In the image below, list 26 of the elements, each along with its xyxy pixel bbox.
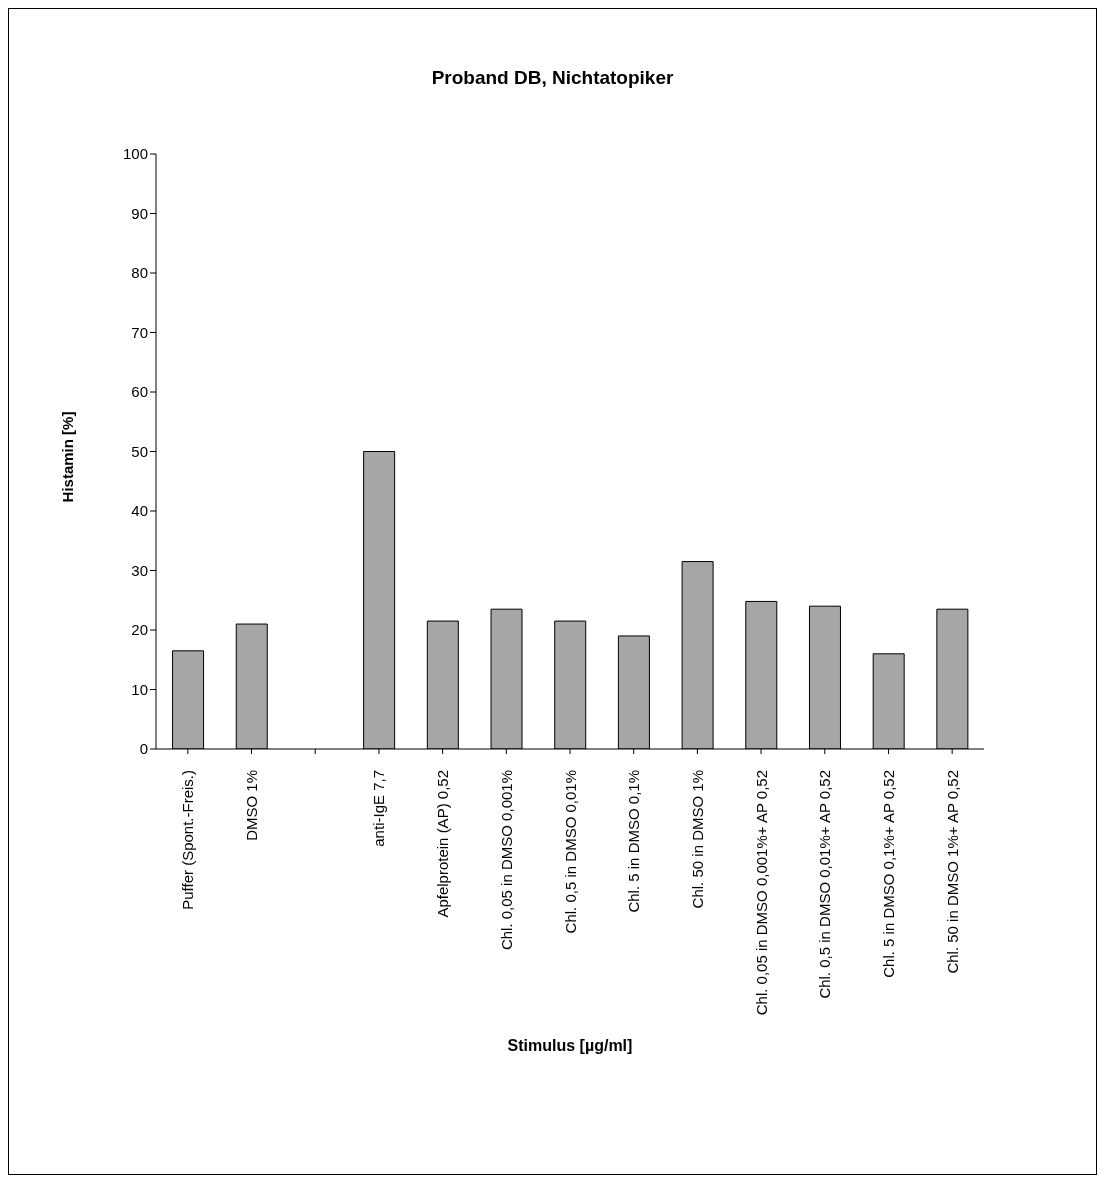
x-tick-label: Chl. 0,05 in DMSO 0,001%+ AP 0,52 [752, 770, 770, 1016]
x-tick-label: anti-IgE 7,7 [370, 770, 388, 847]
x-axis-title: Stimulus [µg/ml] [506, 1037, 634, 1055]
y-tick-label: 40 [131, 502, 148, 520]
y-tick-label: 30 [131, 561, 148, 579]
y-tick-label: 60 [131, 383, 148, 401]
x-tick-label: Chl. 0,5 in DMSO 0,01%+ AP 0,52 [816, 770, 834, 999]
y-tick-label: 10 [131, 680, 148, 698]
x-tick-label: DMSO 1% [243, 770, 261, 841]
x-tick-label: Chl. 0,05 in DMSO 0,001% [497, 770, 515, 951]
x-tick-label: Chl. 5 in DMSO 0,1% [625, 770, 643, 913]
y-tick-label: 80 [131, 264, 148, 282]
x-tick-label: Chl. 50 in DMSO 1% [688, 770, 706, 909]
x-tick-label: Chl. 0,5 in DMSO 0,01% [561, 770, 579, 934]
chart-title: Proband DB, Nichtatopiker [430, 67, 675, 89]
y-tick-label: 0 [139, 740, 148, 758]
y-axis-title: Histamin [%] [58, 411, 76, 503]
y-tick-label: 90 [131, 204, 148, 222]
y-tick-label: 50 [131, 442, 148, 460]
y-tick-label: 100 [122, 145, 148, 163]
x-tick-label: Puffer (Spont.-Freis.) [179, 770, 197, 910]
y-tick-label: 20 [131, 621, 148, 639]
x-tick-label: Chl. 50 in DMSO 1%+ AP 0,52 [943, 770, 961, 974]
x-tick-label: Chl. 5 in DMSO 0,1%+ AP 0,52 [879, 770, 897, 978]
x-tick-label: Apfelprotein (AP) 0,52 [434, 770, 452, 918]
y-tick-label: 70 [131, 323, 148, 341]
